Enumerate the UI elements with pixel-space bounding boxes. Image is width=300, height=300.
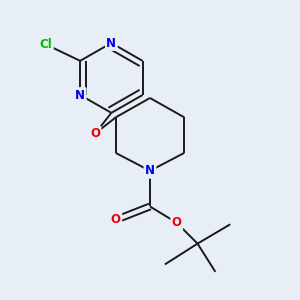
Text: O: O (90, 127, 100, 140)
Text: O: O (172, 216, 182, 229)
Text: N: N (75, 88, 85, 101)
Text: N: N (106, 37, 116, 50)
Text: Cl: Cl (40, 38, 52, 51)
Text: O: O (111, 213, 121, 226)
Text: N: N (145, 164, 155, 177)
